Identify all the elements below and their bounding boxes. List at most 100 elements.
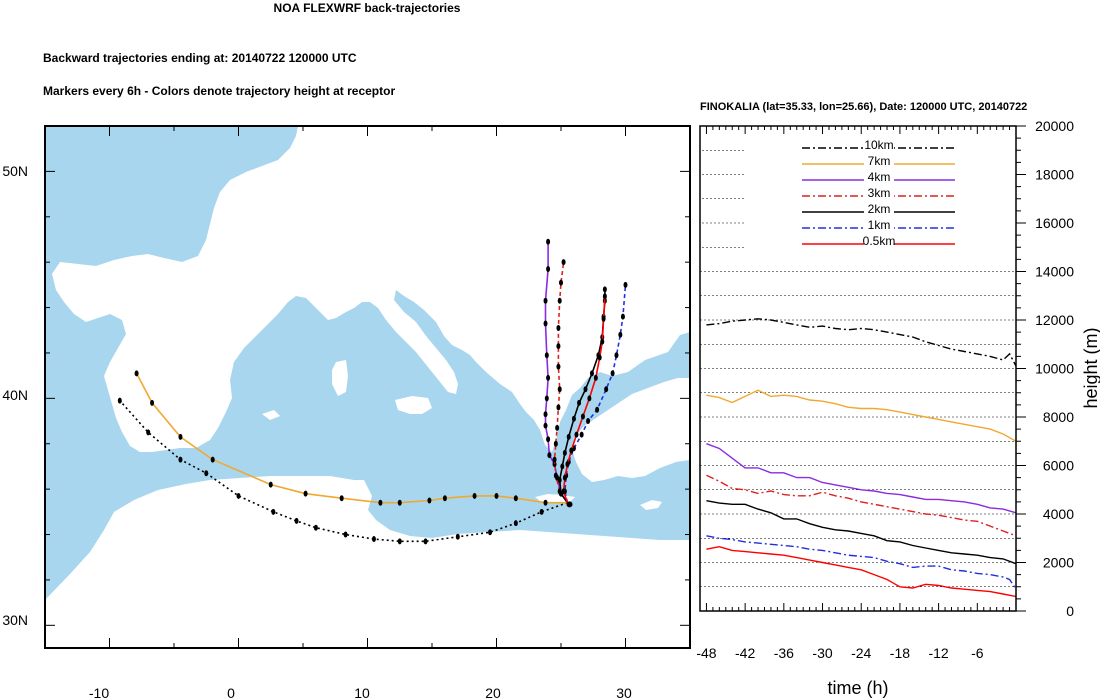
trajectory-marker [204,470,209,477]
map-x-tick-label: 10 [354,685,370,700]
trajectory-marker [562,474,567,481]
trajectory-marker [620,313,625,320]
trajectory-marker [543,422,548,429]
trajectory-marker [236,492,241,499]
trajectory-marker [146,429,151,436]
trajectory-marker [583,386,588,393]
height-series-3km [706,474,1017,537]
map-y-tick-label: 50N [2,163,28,179]
height-y-tick-labels: 0 2000 4000 6000 8000 10000 12000 14000 16000 180… [1035,118,1074,619]
trajectory-marker [303,490,308,497]
land-africa [45,476,690,648]
height-x-tick-label: -30 [812,645,832,661]
height-x-tick-label: -48 [696,645,716,661]
trajectory-marker [556,363,561,370]
figure-title: NOA FLEXWRF back-trajectories [274,1,461,15]
trajectory-marker [565,461,570,468]
trajectory-marker [543,320,548,327]
height-x-tick-label: -42 [735,645,755,661]
trajectory-marker [397,499,402,506]
trajectory-marker [557,297,562,304]
figure-subtitle-2: Markers every 6h - Colors denote traject… [43,84,395,98]
height-y-tick-label: 20000 [1035,118,1074,134]
trajectory-marker [602,293,607,300]
height-y-tick-label: 18000 [1035,167,1074,183]
trajectory-marker [597,354,602,361]
trajectory-marker [559,279,563,286]
height-series-1km [706,535,1017,590]
map-x-tick-label: 20 [485,685,501,700]
trajectory-marker [134,370,139,377]
trajectory-marker [544,352,549,359]
trajectory-marker [488,529,493,536]
trajectory-marker [587,395,592,402]
map-land [45,126,690,648]
land-sardinia [332,360,348,396]
trajectory-marker [610,370,615,377]
height-chart-series [706,318,1017,598]
height-y-tick-label: 4000 [1043,506,1074,522]
trajectory-marker [339,495,344,502]
height-y-axis-label: height (m) [1081,327,1100,408]
trajectory-10km [119,400,568,543]
legend-label: 2km [868,202,891,216]
legend-label: 0.5km [863,234,896,248]
trajectory-marker [543,411,548,418]
trajectory-marker [601,315,606,322]
land-cyprus [640,500,662,510]
legend-label: 10km [864,138,893,152]
trajectory-marker [571,415,576,422]
trajectory-marker [602,286,607,293]
height-y-tick-label: 2000 [1043,555,1074,571]
legend-label: 1km [868,218,891,232]
land-sicily [395,396,432,414]
trajectory-marker [546,436,551,443]
height-chart-title: FINOKALIA (lat=35.33, lon=25.66), Date: … [700,101,1027,113]
legend-label-bg [864,155,894,167]
trajectory-marker [623,281,628,288]
height-chart-grid [700,149,1016,588]
receptor-marker [566,501,573,508]
land-anatolia [572,378,690,482]
legend-label: 7km [868,154,891,168]
height-y-tick-label: 12000 [1035,312,1074,328]
map-axis-labels: -10 0 10 20 30 30N 40N 50N [2,163,632,700]
height-y-tick-label: 6000 [1043,458,1074,474]
map-y-tick-label: 30N [2,612,28,628]
trajectory-marker [271,508,276,515]
land-europe [45,126,690,452]
map-x-tick-label: 30 [616,685,632,700]
trajectory-marker [586,418,591,425]
legend-label-bg [864,235,894,247]
height-y-tick-label: 8000 [1043,409,1074,425]
height-x-tick-label: -18 [890,645,910,661]
legend-label-bg [864,171,894,183]
trajectory-marker [604,386,609,393]
height-chart: FINOKALIA (lat=35.33, lon=25.66), Date: … [696,101,1100,698]
trajectory-marker [556,343,561,350]
trajectory-marker [593,374,598,381]
trajectory-marker [614,352,619,359]
height-x-tick-label: -36 [774,645,794,661]
trajectory-marker [397,538,402,545]
trajectory-marker [371,536,376,543]
trajectory-marker [574,431,579,438]
height-series-10km [706,318,1017,367]
legend-label-bg [864,219,894,231]
map-y-tick-label: 40N [2,387,28,403]
trajectory-marker [543,297,548,304]
trajectory-marker [546,238,551,245]
trajectory-marker [343,531,348,538]
land-balearics [262,410,280,420]
trajectory-marker [547,452,552,459]
height-x-tick-label: -12 [928,645,948,661]
trajectory-marker [117,397,122,404]
trajectory-marker [556,324,561,331]
trajectory-marker [600,338,605,345]
trajectory-marker [579,431,584,438]
map-x-tick-label: -10 [89,685,109,700]
height-chart-ticks [705,125,1026,612]
legend-label-bg [864,139,894,151]
trajectories [117,238,628,545]
